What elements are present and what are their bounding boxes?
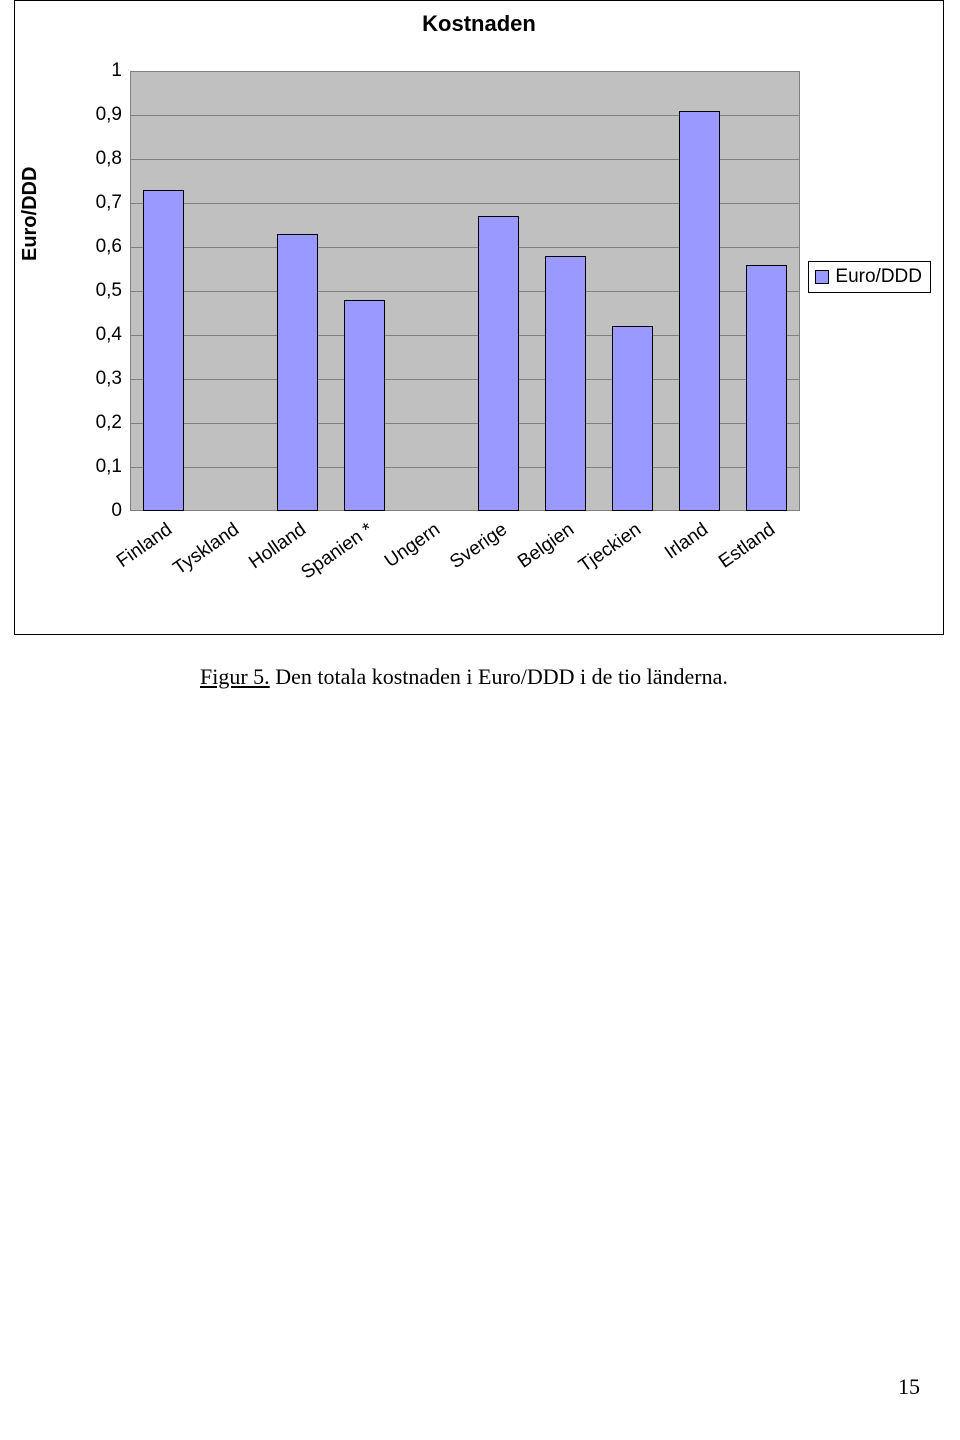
ytick-label: 0	[111, 500, 122, 522]
xtick-label: Irland	[661, 519, 713, 564]
bar	[344, 300, 386, 511]
bars-container	[130, 71, 800, 511]
caption-prefix: Figur 5.	[200, 664, 270, 689]
caption-rest: Den totala kostnaden i Euro/DDD i de tio…	[270, 664, 728, 689]
plot-area: 00,10,20,30,40,50,60,70,80,91 FinlandTys…	[130, 71, 800, 511]
xtick-label: Tyskland	[169, 519, 243, 580]
yaxis-label: Euro/DDD	[19, 167, 42, 261]
chart-frame: Kostnaden Euro/DDD 00,10,20,30,40,50,60,…	[14, 0, 944, 635]
bar	[545, 256, 587, 511]
bar	[612, 326, 654, 511]
ytick-label: 0,5	[96, 280, 122, 302]
ytick-label: 0,9	[96, 104, 122, 126]
xtick-label: Spanien *	[297, 519, 377, 584]
bar	[746, 265, 788, 511]
xtick-label: Finland	[112, 519, 176, 573]
legend-swatch	[815, 270, 829, 284]
ytick-label: 0,7	[96, 192, 122, 214]
page: Kostnaden Euro/DDD 00,10,20,30,40,50,60,…	[0, 0, 960, 1440]
page-number: 15	[898, 1374, 920, 1400]
chart-title: Kostnaden	[15, 11, 943, 37]
xtick-label: Belgien	[514, 519, 579, 573]
ytick-label: 0,8	[96, 148, 122, 170]
xtick-label: Sverige	[446, 519, 511, 574]
legend-label: Euro/DDD	[835, 266, 922, 288]
xtick-label: Tjeckien	[575, 519, 646, 578]
bar	[277, 234, 319, 511]
ytick-label: 0,6	[96, 236, 122, 258]
ytick-label: 0,4	[96, 324, 122, 346]
ytick-label: 1	[111, 60, 122, 82]
figure-caption: Figur 5. Den totala kostnaden i Euro/DDD…	[200, 664, 728, 690]
xtick-label: Estland	[715, 519, 780, 573]
legend: Euro/DDD	[808, 261, 931, 293]
bar	[143, 190, 185, 511]
xtick-label: Ungern	[380, 519, 444, 573]
ytick-label: 0,2	[96, 412, 122, 434]
bar	[478, 216, 520, 511]
bar	[679, 111, 721, 511]
ytick-label: 0,1	[96, 456, 122, 478]
ytick-label: 0,3	[96, 368, 122, 390]
